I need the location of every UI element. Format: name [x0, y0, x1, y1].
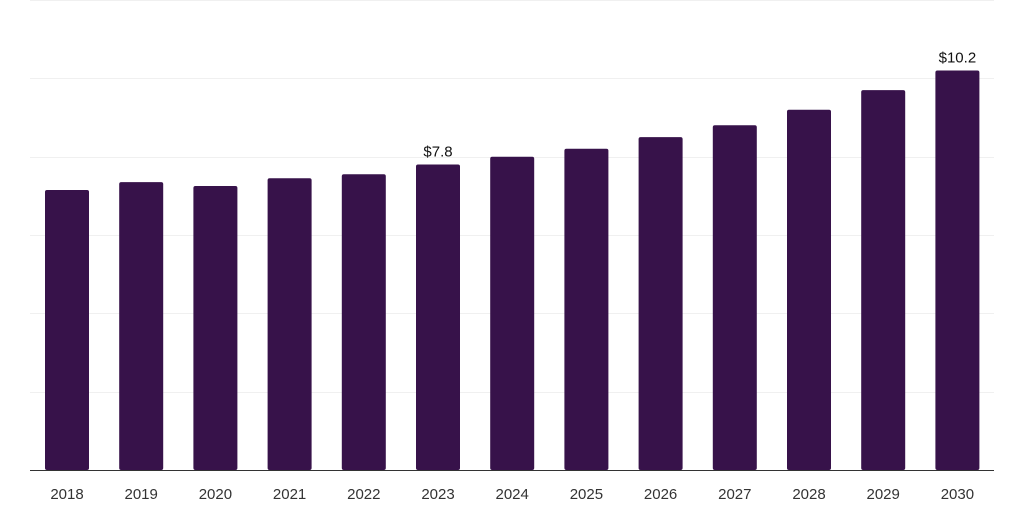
x-tick-label: 2028 — [792, 486, 825, 503]
bar-2025[interactable] — [564, 148, 609, 471]
data-label-2023: $7.8 — [423, 144, 452, 161]
bar-2028[interactable] — [787, 109, 831, 470]
bar-2027[interactable] — [712, 125, 757, 471]
bar-2022[interactable] — [341, 174, 386, 471]
data-labels: $7.8 $10.2 — [423, 50, 976, 161]
bar-2024[interactable] — [490, 156, 535, 470]
bar-2030[interactable] — [935, 70, 980, 471]
bar-2021[interactable] — [267, 178, 312, 470]
bar-2023[interactable] — [416, 164, 460, 471]
x-tick-label: 2027 — [718, 486, 751, 503]
bar-2020[interactable] — [193, 186, 238, 470]
bar-2018[interactable] — [45, 190, 89, 470]
x-tick-label: 2024 — [496, 486, 529, 503]
x-tick-label: 2021 — [273, 486, 306, 503]
bar-2026[interactable] — [638, 137, 683, 470]
x-tick-label: 2019 — [125, 486, 158, 503]
bars — [45, 70, 980, 471]
x-tick-label: 2018 — [50, 486, 83, 503]
data-label-2030: $10.2 — [939, 50, 977, 67]
bar-2019[interactable] — [119, 182, 164, 470]
x-tick-label: 2025 — [570, 486, 603, 503]
x-tick-label: 2030 — [941, 486, 974, 503]
x-tick-label: 2029 — [867, 486, 900, 503]
x-tick-label: 2023 — [421, 486, 454, 503]
x-axis-ticks: 2018 2019 2020 2021 2022 2023 2024 2025 2026 2027… — [50, 486, 974, 503]
bar-2029[interactable] — [861, 90, 906, 470]
x-tick-label: 2020 — [199, 486, 232, 503]
x-tick-label: 2022 — [347, 486, 380, 503]
x-tick-label: 2026 — [644, 486, 677, 503]
